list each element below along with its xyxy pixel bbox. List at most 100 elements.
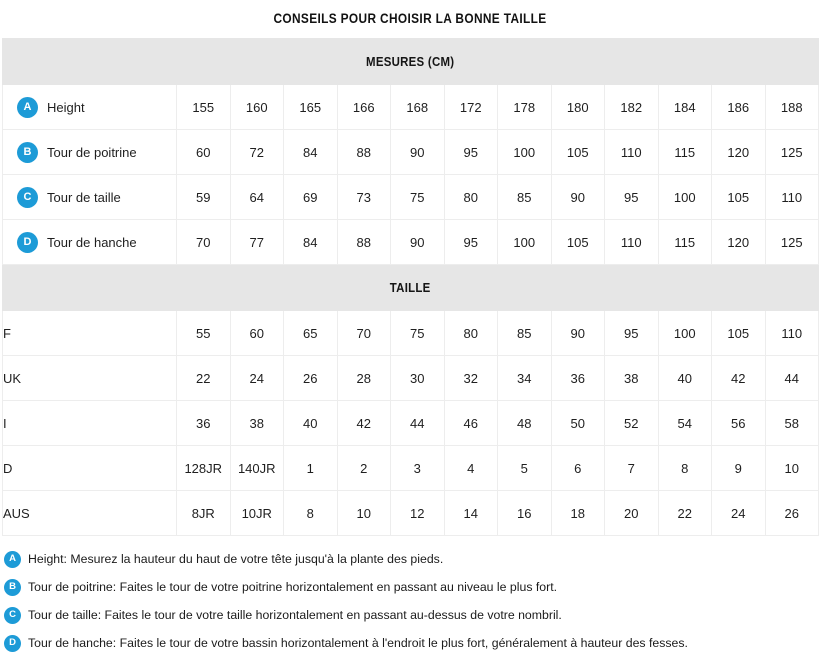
value-cell: 180 [550, 84, 605, 130]
row-label-text: Tour de poitrine [47, 144, 137, 160]
value-cell: 140JR [229, 445, 284, 491]
size-chart-table: MESURES (CM) A Height 155 160 165 166 168 172 178… [1, 38, 820, 536]
value-cell: 24 [711, 490, 766, 536]
value-cell: 188 [764, 84, 820, 130]
value-cell: 125 [764, 129, 820, 175]
row-label-cell: A Height [2, 84, 177, 130]
value-cell: 56 [711, 400, 766, 446]
value-cell: 120 [711, 219, 766, 265]
value-cell: 44 [390, 400, 445, 446]
row-label-wrap: AUS [3, 506, 176, 521]
value-cell: 90 [550, 174, 605, 220]
value-cell: 110 [764, 310, 820, 356]
table-row: F 55 60 65 70 75 80 85 90 95 100 105 110 [2, 310, 820, 356]
value-cell: 14 [443, 490, 498, 536]
value-cell: 42 [711, 355, 766, 401]
row-label-wrap: B Tour de poitrine [17, 141, 176, 163]
value-cell: 6 [550, 445, 605, 491]
value-cell: 42 [336, 400, 391, 446]
value-cell: 100 [497, 219, 552, 265]
value-cell: 8 [657, 445, 712, 491]
value-cell: 10 [764, 445, 820, 491]
note-item: D Tour de hanche: Faites le tour de votre… [4, 629, 820, 657]
row-label-cell: D Tour de hanche [2, 219, 177, 265]
measure-badge-a-icon: A [17, 96, 38, 118]
row-label-text: Tour de hanche [47, 234, 137, 250]
table-row: AUS 8JR 10JR 8 10 12 14 16 18 20 22 24 26 [2, 490, 820, 536]
note-item: C Tour de taille: Faites le tour de votre… [4, 601, 820, 629]
value-cell: 48 [497, 400, 552, 446]
value-cell: 60 [176, 129, 231, 175]
value-cell: 8JR [176, 490, 231, 536]
value-cell: 22 [176, 355, 231, 401]
value-cell: 95 [443, 219, 498, 265]
value-cell: 85 [497, 174, 552, 220]
section-heading: TAILLE [1, 264, 820, 311]
value-cell: 184 [657, 84, 712, 130]
value-cell: 64 [229, 174, 284, 220]
value-cell: 125 [764, 219, 820, 265]
row-label-cell: UK [2, 355, 177, 401]
value-cell: 20 [604, 490, 659, 536]
value-cell: 120 [711, 129, 766, 175]
row-label-text: D [3, 460, 13, 476]
value-cell: 7 [604, 445, 659, 491]
value-cell: 36 [550, 355, 605, 401]
row-label-text: AUS [3, 505, 30, 521]
value-cell: 166 [336, 84, 391, 130]
value-cell: 160 [229, 84, 284, 130]
value-cell: 40 [657, 355, 712, 401]
value-cell: 9 [711, 445, 766, 491]
value-cell: 52 [604, 400, 659, 446]
value-cell: 69 [283, 174, 338, 220]
measurement-notes: A Height: Mesurez la hauteur du haut de v… [0, 545, 820, 657]
note-badge-d-icon: D [4, 634, 21, 652]
value-cell: 60 [229, 310, 284, 356]
value-cell: 58 [764, 400, 820, 446]
note-item: B Tour de poitrine: Faites le tour de vot… [4, 573, 820, 601]
value-cell: 90 [550, 310, 605, 356]
value-cell: 77 [229, 219, 284, 265]
value-cell: 2 [336, 445, 391, 491]
value-cell: 40 [283, 400, 338, 446]
note-badge-a-icon: A [4, 550, 21, 568]
value-cell: 59 [176, 174, 231, 220]
value-cell: 105 [711, 310, 766, 356]
row-label-wrap: C Tour de taille [17, 186, 176, 208]
table-row: D Tour de hanche 70 77 84 88 90 95 100 105 110 115 1… [2, 219, 820, 265]
value-cell: 24 [229, 355, 284, 401]
value-cell: 28 [336, 355, 391, 401]
table-row: D 128JR 140JR 1 2 3 4 5 6 7 8 9 10 [2, 445, 820, 491]
row-label-text: Height [47, 99, 85, 115]
value-cell: 95 [604, 310, 659, 356]
row-label-cell: I [2, 400, 177, 446]
table-row: C Tour de taille 59 64 69 73 75 80 85 90 95 100 105 1… [2, 174, 820, 220]
value-cell: 172 [443, 84, 498, 130]
value-cell: 70 [176, 219, 231, 265]
value-cell: 8 [283, 490, 338, 536]
value-cell: 3 [390, 445, 445, 491]
value-cell: 36 [176, 400, 231, 446]
value-cell: 155 [176, 84, 231, 130]
value-cell: 182 [604, 84, 659, 130]
value-cell: 12 [390, 490, 445, 536]
value-cell: 54 [657, 400, 712, 446]
value-cell: 4 [443, 445, 498, 491]
value-cell: 73 [336, 174, 391, 220]
value-cell: 55 [176, 310, 231, 356]
section-heading-label: MESURES (CM) [366, 54, 455, 69]
value-cell: 88 [336, 219, 391, 265]
value-cell: 110 [604, 219, 659, 265]
row-label-cell: B Tour de poitrine [2, 129, 177, 175]
section-header-row: TAILLE [1, 264, 820, 311]
value-cell: 90 [390, 219, 445, 265]
value-cell: 105 [550, 219, 605, 265]
value-cell: 115 [657, 219, 712, 265]
table-row: B Tour de poitrine 60 72 84 88 90 95 100 105 110 11… [2, 129, 820, 175]
value-cell: 65 [283, 310, 338, 356]
value-cell: 105 [550, 129, 605, 175]
value-cell: 30 [390, 355, 445, 401]
value-cell: 26 [764, 490, 820, 536]
value-cell: 95 [443, 129, 498, 175]
